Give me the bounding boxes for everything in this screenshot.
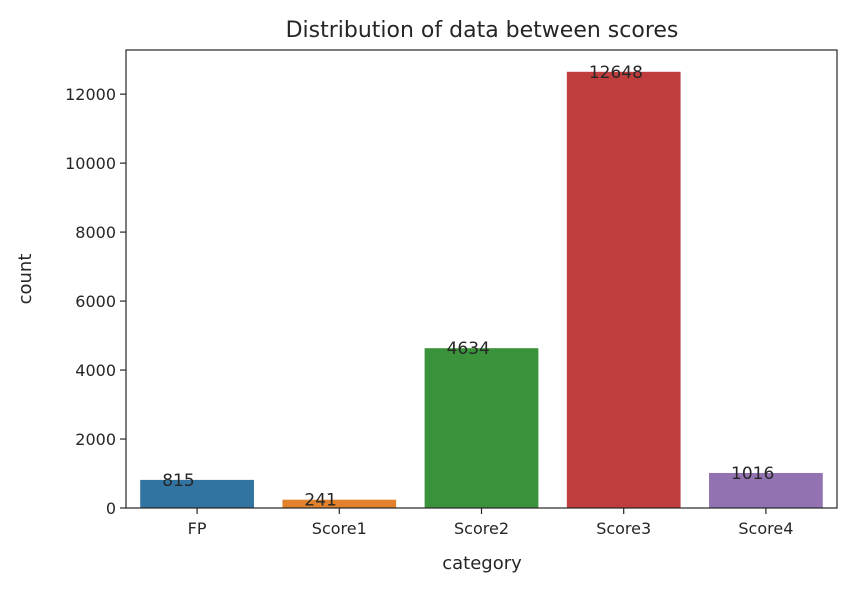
y-tick-label: 6000 [75, 292, 116, 311]
data-label-fp: 815 [162, 471, 194, 491]
data-label-score3: 12648 [589, 63, 643, 83]
y-tick-label: 12000 [65, 85, 116, 104]
x-tick-label-score1: Score1 [312, 519, 367, 538]
bar-score4 [709, 472, 823, 508]
bar-score1 [282, 499, 397, 508]
x-tick-label-score2: Score2 [454, 519, 509, 538]
x-tick-label-score3: Score3 [596, 519, 651, 538]
y-tick-label: 0 [106, 499, 116, 518]
y-tick-label: 2000 [75, 430, 116, 449]
bar-fp [140, 479, 254, 508]
data-label-score4: 1016 [731, 464, 774, 484]
x-axis-label: category [442, 553, 522, 574]
y-axis-ticks: 0 2000 4000 6000 8000 10000 12000 [65, 85, 126, 518]
data-label-score1: 241 [304, 491, 336, 511]
bar-score3 [566, 71, 681, 508]
y-tick-label: 8000 [75, 223, 116, 242]
x-axis-ticks: FP Score1 Score2 Score3 Score4 [188, 508, 793, 538]
bars-group [140, 71, 823, 508]
bar-score2 [424, 348, 539, 508]
y-tick-label: 10000 [65, 154, 116, 173]
x-tick-label-fp: FP [188, 519, 207, 538]
chart-title: Distribution of data between scores [286, 18, 679, 43]
data-label-score2: 4634 [447, 339, 490, 359]
x-tick-label-score4: Score4 [738, 519, 793, 538]
y-axis-label: count [15, 254, 36, 305]
y-tick-label: 4000 [75, 361, 116, 380]
data-labels-group: 815 241 4634 12648 1016 [162, 63, 774, 511]
plot-frame [125, 49, 838, 509]
